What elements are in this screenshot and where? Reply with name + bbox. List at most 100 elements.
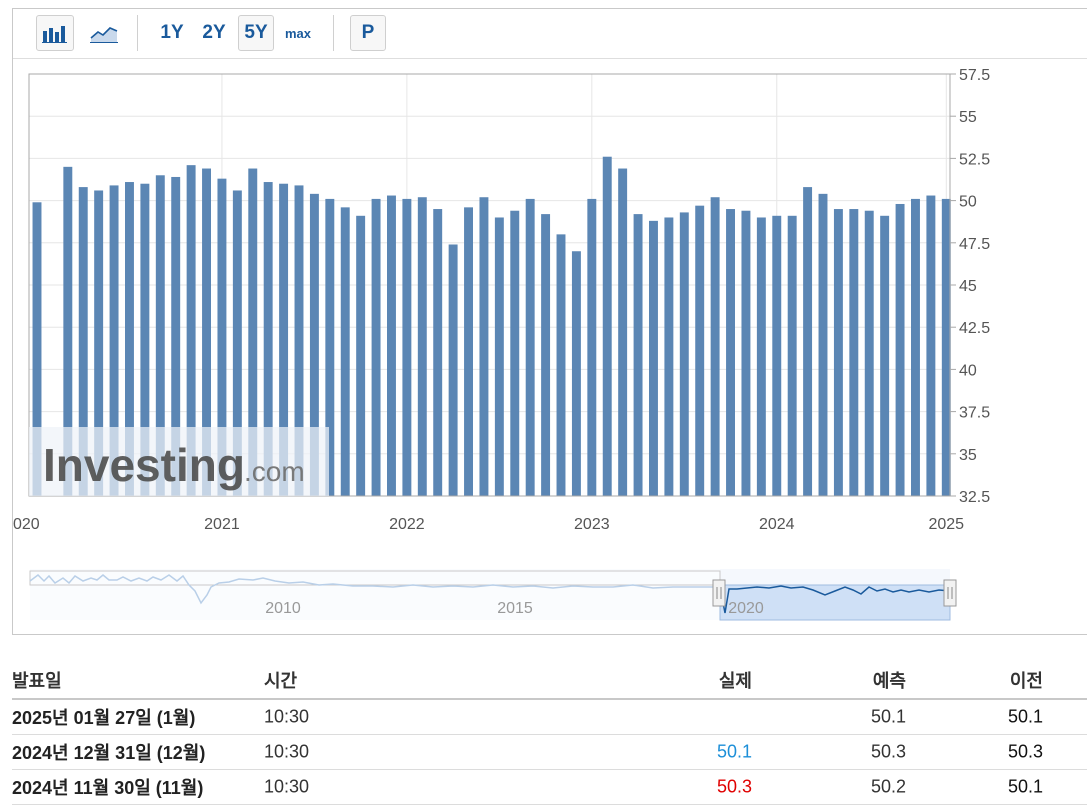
p-button[interactable]: P xyxy=(350,15,386,51)
bar[interactable] xyxy=(911,198,920,497)
bar[interactable] xyxy=(772,215,782,497)
bar[interactable] xyxy=(186,165,196,496)
header-forecast[interactable]: 예측 xyxy=(872,671,906,691)
bar[interactable] xyxy=(587,198,597,497)
range-1y-button[interactable]: 1Y xyxy=(160,22,184,43)
bar[interactable] xyxy=(325,198,335,497)
watermark-suffix: .com xyxy=(244,456,305,487)
bar[interactable] xyxy=(695,205,705,496)
row-forecast: 50.1 xyxy=(870,706,906,727)
y-tick-label: 45 xyxy=(959,278,977,295)
navigator-label: 2015 xyxy=(497,600,533,617)
bar[interactable] xyxy=(340,207,350,497)
bar[interactable] xyxy=(448,244,458,496)
watermark-brand: Investing xyxy=(43,439,245,491)
bar[interactable] xyxy=(309,193,319,496)
y-tick-label: 50 xyxy=(959,194,977,211)
header-date[interactable]: 발표일 xyxy=(12,671,62,691)
bar-chart-icon xyxy=(42,26,67,43)
navigator-line-selected xyxy=(719,585,951,614)
row-forecast: 50.2 xyxy=(870,776,906,797)
y-tick-label: 47.5 xyxy=(959,236,990,253)
bar[interactable] xyxy=(849,209,859,497)
bar[interactable] xyxy=(217,178,227,496)
bar[interactable] xyxy=(864,210,874,496)
bar[interactable] xyxy=(741,210,751,496)
bar[interactable] xyxy=(679,212,689,496)
toolbar-separator xyxy=(333,15,334,51)
line-chart-button[interactable] xyxy=(85,15,123,51)
bar[interactable] xyxy=(232,190,242,497)
bar[interactable] xyxy=(125,182,134,497)
range-max-button[interactable]: max xyxy=(284,25,312,41)
bar[interactable] xyxy=(926,195,936,496)
bar[interactable] xyxy=(710,197,720,496)
bar[interactable] xyxy=(171,176,181,496)
bar[interactable] xyxy=(880,215,890,497)
row-date: 2024년 12월 31일 (12월) xyxy=(12,743,206,763)
bar[interactable] xyxy=(279,183,289,496)
row-date: 2025년 01월 27일 (1월) xyxy=(12,708,196,728)
bar[interactable] xyxy=(356,215,366,497)
row-date: 2024년 11월 30일 (11월) xyxy=(12,778,204,798)
range-5y-button[interactable]: 5Y xyxy=(238,15,274,51)
range-2y-button[interactable]: 2Y xyxy=(202,22,226,43)
bar[interactable] xyxy=(787,215,797,497)
row-time: 10:30 xyxy=(264,706,310,727)
bar[interactable] xyxy=(941,198,951,497)
chart-toolbar: 1Y 2Y 5Y max P xyxy=(13,9,1087,59)
bar[interactable] xyxy=(371,198,381,497)
navigator-right-handle[interactable] xyxy=(943,579,957,607)
bar[interactable] xyxy=(263,182,273,497)
navigator-left-handle[interactable] xyxy=(712,579,726,607)
y-axis: 57.5 55 52.5 50 47.5 45 42.5 40 37.5 35 32.5 xyxy=(950,67,990,506)
bar[interactable] xyxy=(417,197,427,496)
bar[interactable] xyxy=(602,156,612,496)
bar[interactable] xyxy=(756,217,766,497)
bar[interactable] xyxy=(294,185,304,496)
x-tick-label: 020 xyxy=(13,516,40,533)
bar[interactable] xyxy=(510,210,520,496)
bar[interactable] xyxy=(464,207,473,497)
bar[interactable] xyxy=(94,190,104,497)
history-table: 발표일 시간 실제 예측 이전 2025년 01월 27일 (1월) 10:30… xyxy=(12,660,1087,805)
bar[interactable] xyxy=(109,185,119,496)
bar[interactable] xyxy=(541,214,551,496)
header-time[interactable]: 시간 xyxy=(264,671,298,691)
bar[interactable] xyxy=(140,183,150,496)
bar[interactable] xyxy=(32,202,42,496)
bar[interactable] xyxy=(402,198,412,497)
bar[interactable] xyxy=(433,209,443,497)
y-tick-label: 32.5 xyxy=(959,489,990,506)
bar[interactable] xyxy=(494,217,504,497)
x-tick-label: 2021 xyxy=(204,516,240,533)
bar[interactable] xyxy=(803,187,813,496)
bar[interactable] xyxy=(664,217,674,497)
bar[interactable] xyxy=(155,175,165,496)
bar[interactable] xyxy=(387,195,396,496)
bar[interactable] xyxy=(248,168,258,496)
bar[interactable] xyxy=(202,168,211,496)
header-previous[interactable]: 이전 xyxy=(1009,671,1043,691)
bar[interactable] xyxy=(818,193,828,496)
bar[interactable] xyxy=(726,209,735,497)
bar[interactable] xyxy=(633,214,643,496)
bar[interactable] xyxy=(479,197,489,496)
bar-chart-button[interactable] xyxy=(36,15,74,51)
x-tick-label: 2025 xyxy=(928,516,964,533)
row-actual: 50.1 xyxy=(716,741,752,762)
bar[interactable] xyxy=(618,168,628,496)
bar[interactable] xyxy=(78,187,88,496)
y-tick-label: 42.5 xyxy=(959,320,990,337)
navigator-label: 2020 xyxy=(728,600,764,617)
bar[interactable] xyxy=(63,166,73,496)
bar[interactable] xyxy=(649,220,658,496)
bar[interactable] xyxy=(895,203,905,496)
bar[interactable] xyxy=(556,234,566,497)
bar[interactable] xyxy=(571,251,581,496)
bar[interactable] xyxy=(833,209,843,497)
header-actual[interactable]: 실제 xyxy=(718,671,752,691)
y-tick-label: 57.5 xyxy=(959,67,990,84)
navigator[interactable]: 2010 2015 2020 xyxy=(29,569,957,621)
bar[interactable] xyxy=(525,198,535,497)
